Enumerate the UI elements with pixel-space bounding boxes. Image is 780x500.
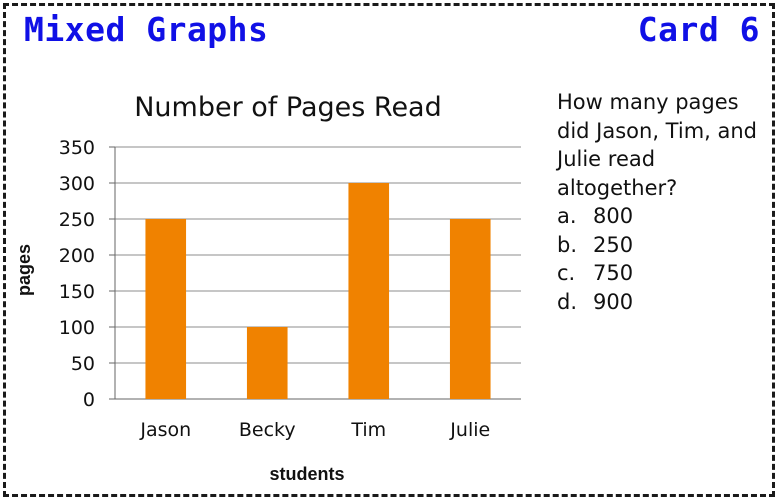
y-tick-label: 50: [71, 353, 95, 375]
x-tick-label: Jason: [139, 419, 191, 441]
x-tick-label: Julie: [449, 419, 490, 441]
bar-becky: [246, 327, 288, 399]
y-axis-ticks: 0 50 100 150 200 250 300 350: [59, 137, 95, 411]
y-tick-label: 200: [59, 245, 95, 267]
answer-option-c[interactable]: c. 750: [557, 261, 634, 285]
y-tick-label: 300: [59, 173, 95, 195]
answer-option-a[interactable]: a. 800: [557, 204, 634, 228]
y-axis-label: pages: [14, 244, 34, 296]
x-axis-labels: Jason Becky Tim Julie: [139, 419, 490, 441]
bar-julie: [449, 219, 491, 399]
y-tick-label: 150: [59, 281, 95, 303]
chart-title: Number of Pages Read: [134, 92, 442, 123]
card-set-title: Mixed Graphs: [24, 10, 269, 49]
x-axis-label: students: [269, 464, 344, 484]
y-tick-label: 100: [59, 317, 95, 339]
y-tick-label: 350: [59, 137, 95, 159]
y-tick-label: 250: [59, 209, 95, 231]
question-text: How many pages did Jason, Tim, and Julie…: [557, 90, 758, 200]
answer-option-b[interactable]: b. 250: [557, 232, 634, 257]
bar-tim: [348, 183, 390, 399]
question-panel: How many pages did Jason, Tim, and Julie…: [557, 88, 767, 316]
bar-jason: [145, 219, 187, 399]
answer-option-d[interactable]: d. 900: [557, 289, 634, 314]
x-tick-label: Becky: [239, 419, 296, 441]
card-number: Card 6: [637, 10, 760, 49]
x-tick-label: Tim: [350, 419, 386, 441]
y-tick-label: 0: [83, 389, 95, 411]
bars: [145, 183, 491, 399]
